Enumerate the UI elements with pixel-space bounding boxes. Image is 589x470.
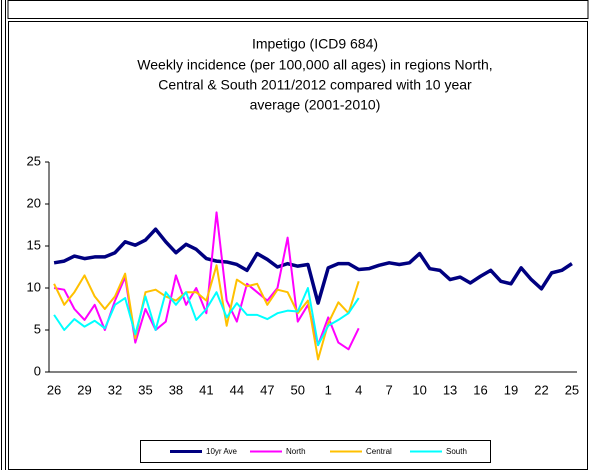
series-line [53,227,573,305]
x-tick-label: 22 [534,382,548,397]
x-tick-label: 32 [108,382,122,397]
x-tick-label: 47 [260,382,274,397]
series-line [53,287,360,347]
x-tick-label: 44 [230,382,244,397]
x-tick-label: 35 [138,382,152,397]
chart-subtitle: Weekly incidence (per 100,000 all ages) … [137,57,492,73]
x-tick-label: 29 [77,382,91,397]
series-line [53,264,360,361]
chart-subtitle: average (2001-2010) [250,97,381,113]
legend-label: 10yr Ave [206,447,238,456]
chart-subtitle: Central & South 2011/2012 compared with … [158,77,472,93]
x-tick-label: 25 [565,382,579,397]
chart-frame [8,21,588,470]
x-tick-label: 10 [412,382,426,397]
chart-title: Impetigo (ICD9 684) [252,36,378,52]
legend-box [140,440,491,463]
x-tick-label: 13 [443,382,457,397]
y-tick-label: 20 [27,195,41,210]
top-frame [7,0,589,19]
x-tick-label: 1 [325,382,332,397]
y-tick-label: 10 [27,279,41,294]
legend-label: North [286,447,306,456]
y-tick-label: 25 [27,153,41,168]
x-tick-label: 4 [355,382,362,397]
x-tick-label: 38 [169,382,183,397]
legend-label: Central [366,447,392,456]
y-tick-label: 15 [27,237,41,252]
x-tick-label: 50 [291,382,305,397]
x-tick-label: 41 [199,382,213,397]
x-tick-label: 16 [473,382,487,397]
y-tick-label: 5 [34,321,41,336]
x-tick-label: 19 [504,382,518,397]
legend-label: South [446,447,467,456]
x-tick-label: 7 [386,382,393,397]
x-tick-label: 26 [47,382,61,397]
y-tick-label: 0 [34,363,41,378]
